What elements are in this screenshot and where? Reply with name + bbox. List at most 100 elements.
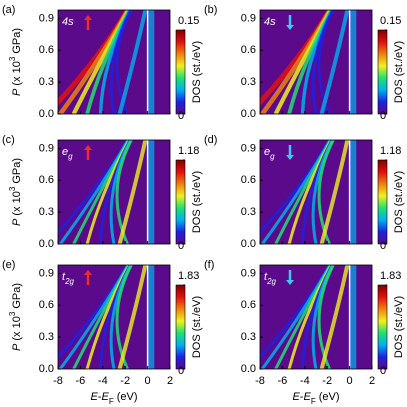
y-axis-label-part: 3 — [8, 56, 17, 61]
colorbar-label: DOS (st./eV) — [191, 41, 203, 103]
spin-arrow-head — [286, 280, 294, 285]
x-axis-label: E-EF (eV) — [292, 391, 339, 406]
channel-label-main: e — [264, 146, 270, 158]
x-tick-label: -4 — [98, 375, 108, 387]
y-axis-label-part: (x 10 — [11, 316, 23, 344]
colorbar — [175, 284, 186, 370]
y-tick-label: 0.6 — [39, 299, 54, 311]
channel-label-sub: 2g — [64, 277, 74, 286]
panel-label: (f) — [204, 259, 214, 271]
channel-label: eg — [264, 146, 275, 161]
colorbar-tick-label: 0 — [380, 110, 386, 122]
band — [147, 10, 155, 114]
colorbar — [377, 29, 388, 115]
y-tick-label: 0.6 — [39, 44, 54, 56]
y-tick-label: 0.9 — [241, 267, 256, 279]
heatmap — [58, 265, 170, 369]
panel-label: (b) — [204, 4, 217, 16]
x-tick-label: -8 — [255, 375, 265, 387]
panel-label: (c) — [2, 134, 15, 146]
y-axis-label-part: GPa) — [11, 28, 23, 57]
colorbar-tick-label: 0 — [380, 240, 386, 252]
x-axis-label-part: - — [98, 391, 102, 403]
x-tick-label: -4 — [300, 375, 310, 387]
x-axis-label: E-EF (eV) — [90, 391, 137, 406]
band — [117, 10, 148, 114]
x-tick-label: -2 — [120, 375, 130, 387]
plot-frame — [57, 139, 171, 245]
y-tick-label: 0.9 — [39, 12, 54, 24]
colorbar-tick-label: 0.15 — [178, 15, 199, 27]
y-tick-label: 0.3 — [241, 331, 256, 343]
y-axis-label-part: 3 — [8, 311, 17, 316]
y-tick-label: 0.0 — [39, 363, 54, 375]
y-axis-label-part: P — [11, 343, 23, 351]
band — [147, 265, 155, 369]
channel-label-main: t — [62, 271, 66, 283]
band — [349, 10, 357, 114]
plot-frame — [259, 139, 373, 245]
x-axis-label-part: (eV) — [316, 391, 340, 403]
y-axis-label-part: (x 10 — [11, 191, 23, 219]
x-tick-label: 0 — [145, 375, 151, 387]
panel-label: (a) — [2, 4, 15, 16]
x-axis-label-part: F — [311, 397, 316, 406]
y-tick-label: 0.6 — [241, 44, 256, 56]
x-axis-label-part: E — [90, 391, 98, 403]
y-axis-label-part: GPa) — [11, 283, 23, 312]
colorbar-tick-label: 1.18 — [380, 145, 401, 157]
y-tick-label: 0.0 — [241, 238, 256, 250]
y-axis-label-part: (x 10 — [11, 61, 23, 89]
colorbar-tick-label: 1.83 — [380, 270, 401, 282]
y-tick-label: 0.9 — [39, 267, 54, 279]
channel-label-sub: g — [270, 152, 275, 161]
spin-arrow-head — [286, 155, 294, 160]
y-tick-label: 0.9 — [241, 12, 256, 24]
band — [349, 265, 357, 369]
channel-label: 4s — [264, 16, 276, 28]
x-axis-label-part: E — [292, 391, 300, 403]
y-tick-label: 0.0 — [241, 363, 256, 375]
colorbar-label: DOS (st./eV) — [191, 171, 203, 233]
x-axis-label-part: (eV) — [114, 391, 138, 403]
channel-label-main: t — [264, 271, 268, 283]
y-tick-label: 0.6 — [241, 299, 256, 311]
y-axis-label-part: 3 — [8, 186, 17, 191]
colorbar-label: DOS (st./eV) — [393, 41, 405, 103]
channel-label-sub: 2g — [266, 277, 276, 286]
plot-frame — [259, 9, 373, 115]
band — [319, 265, 350, 369]
colorbar-tick-label: 0 — [380, 365, 386, 377]
y-tick-label: 0.0 — [39, 238, 54, 250]
y-tick-label: 0.3 — [39, 206, 54, 218]
spin-arrow-head — [84, 145, 92, 150]
colorbar-tick-label: 1.18 — [178, 145, 199, 157]
panel-label: (d) — [204, 134, 217, 146]
band — [319, 140, 350, 244]
x-axis-label-part: F — [109, 397, 114, 406]
y-axis-label-part: GPa) — [11, 158, 23, 187]
y-tick-label: 0.0 — [241, 108, 256, 120]
colorbar-label: DOS (st./eV) — [191, 296, 203, 358]
y-tick-label: 0.0 — [39, 108, 54, 120]
x-tick-label: 0 — [347, 375, 353, 387]
channel-label: t2g — [264, 271, 277, 286]
spin-arrow-head — [286, 25, 294, 30]
channel-label: t2g — [62, 271, 75, 286]
channel-label-main: 4s — [264, 16, 276, 28]
plot-frame — [259, 264, 373, 370]
y-tick-label: 0.9 — [241, 142, 256, 154]
plot-frame — [57, 264, 171, 370]
colorbar — [377, 284, 388, 370]
channel-label: 4s — [62, 16, 74, 28]
y-axis-label: P (x 103 GPa) — [8, 28, 23, 96]
channel-label-sub: g — [68, 152, 73, 161]
colorbar-label: DOS (st./eV) — [393, 171, 405, 233]
x-tick-label: -6 — [278, 375, 288, 387]
heatmap — [260, 140, 372, 244]
band — [349, 140, 357, 244]
band — [117, 140, 148, 244]
x-tick-label: 2 — [167, 375, 173, 387]
plot-frame — [57, 9, 171, 115]
y-tick-label: 0.3 — [39, 76, 54, 88]
